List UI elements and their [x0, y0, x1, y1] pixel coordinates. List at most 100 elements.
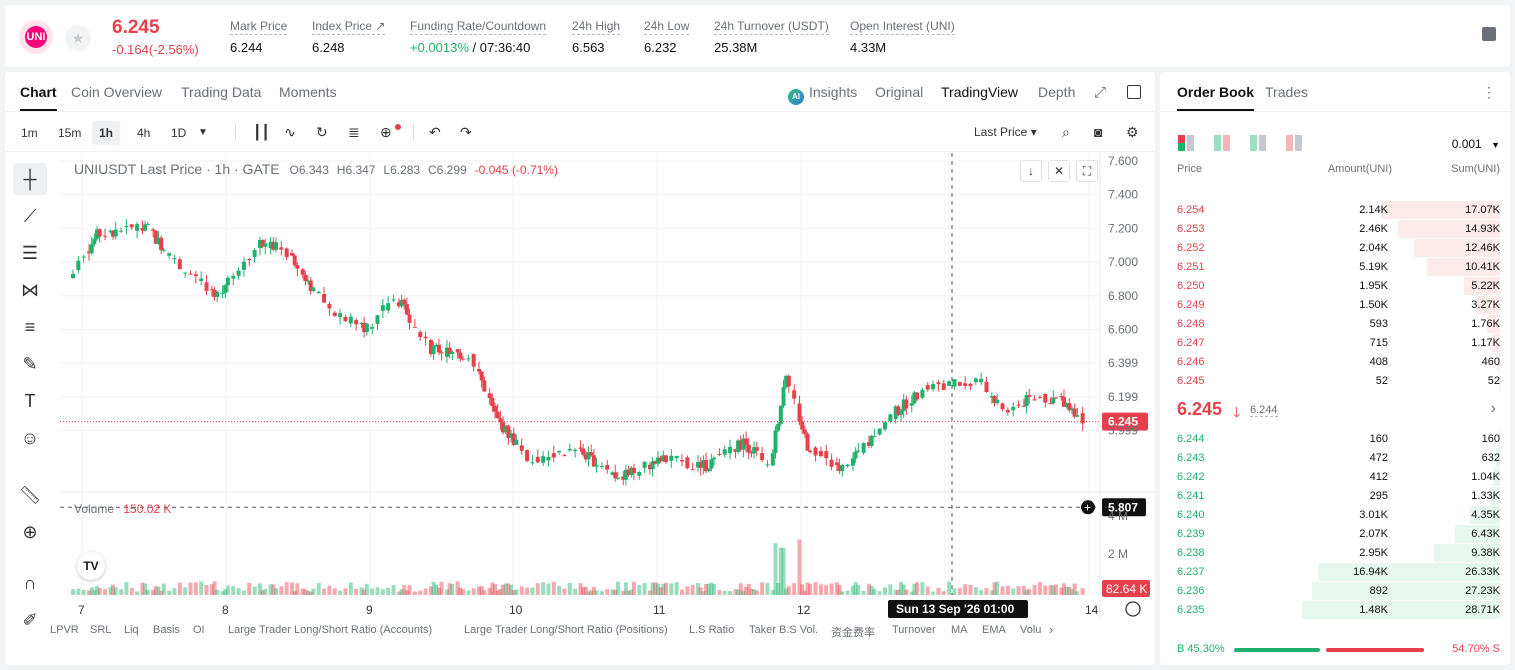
indicator-volume[interactable]: Volu [1020, 624, 1042, 636]
camera-icon[interactable]: ◙ [1094, 124, 1103, 140]
timeframe-1h[interactable]: 1h [92, 121, 121, 145]
stat-funding-rate[interactable]: Funding Rate/Countdown +0.0013% / 07:36:… [410, 19, 547, 55]
scroll-down-icon[interactable]: ↓ [1020, 160, 1042, 182]
ask-row[interactable]: 6.246 408 460 [1160, 353, 1510, 372]
template-icon[interactable]: ≣ [348, 124, 360, 140]
indicator-ema[interactable]: EMA [982, 624, 1006, 636]
bid-row[interactable]: 6.239 2.07K 6.43K [1160, 525, 1510, 544]
book-icon[interactable] [1482, 27, 1496, 41]
volume-bar [140, 582, 145, 595]
brush-icon[interactable]: ✎ [22, 353, 38, 374]
horizontal-lines-icon[interactable]: ☰ [21, 242, 39, 263]
ask-row[interactable]: 6.247 715 1.17K [1160, 334, 1510, 353]
bid-row[interactable]: 6.242 412 1.04K [1160, 468, 1510, 487]
ruler-icon[interactable]: 📏︎ [18, 484, 42, 505]
tradingview-logo[interactable]: TV [77, 552, 105, 580]
ask-row[interactable]: 6.251 5.19K 10.41K [1160, 258, 1510, 277]
tab-original[interactable]: Original [875, 84, 924, 100]
timeframe-1m[interactable]: 1m [21, 126, 38, 140]
timeframe-1d[interactable]: 1D [171, 126, 187, 140]
indicator-ls-ratio[interactable]: L.S Ratio [689, 624, 735, 636]
indicator-liq[interactable]: Liq [124, 624, 139, 636]
indicator-ma[interactable]: MA [951, 624, 968, 636]
fullscreen-icon[interactable]: ⛶ [1076, 160, 1098, 182]
volume-bar [76, 588, 81, 595]
emoji-icon[interactable]: ☺ [20, 427, 40, 448]
tab-insights[interactable]: AI Insights [788, 84, 857, 105]
timeframe-4h[interactable]: 4h [137, 126, 151, 140]
candle-type-icon[interactable]: ┃┃ [253, 124, 270, 140]
price-chart[interactable]: 6.245 5.807 +7.600 7.400 7.200 7.000 6.800 6.60… [60, 153, 1155, 665]
chevron-right-icon[interactable]: › [1049, 622, 1054, 637]
ask-row[interactable]: 6.250 1.95K 5.22K [1160, 277, 1510, 296]
ask-row[interactable]: 6.252 2.04K 12.46K [1160, 239, 1510, 258]
book-mode-both-icon[interactable] [1178, 135, 1194, 151]
undo-icon[interactable]: ↶ [429, 124, 441, 140]
indicator-ls-positions[interactable]: Large Trader Long/Short Ratio (Positions… [464, 624, 668, 636]
tab-coin-overview[interactable]: Coin Overview [71, 84, 163, 100]
chevron-right-icon[interactable]: › [1490, 400, 1496, 417]
precision-select[interactable]: 0.001 ▼ [1452, 137, 1500, 151]
bid-row[interactable]: 6.243 472 632 [1160, 449, 1510, 468]
search-icon[interactable]: ⌕ [1062, 124, 1070, 140]
stat-index-price[interactable]: Index Price ↗ 6.248 [312, 19, 386, 55]
indicator-lpvr[interactable]: LPVR [50, 624, 79, 636]
tab-order-book[interactable]: Order Book [1177, 84, 1255, 111]
ask-row[interactable]: 6.254 2.14K 17.07K [1160, 201, 1510, 220]
candle-body [343, 317, 348, 322]
compare-icon[interactable]: ↻ [316, 124, 328, 140]
candlestick-chart[interactable]: 6.245 5.807 +7.600 7.400 7.200 7.000 6.800 6.60… [60, 153, 1155, 618]
indicator-ls-accounts[interactable]: Large Trader Long/Short Ratio (Accounts) [228, 624, 433, 636]
trendline-icon[interactable]: ⟋ [23, 205, 37, 226]
settings-icon[interactable]: ⚙ [1126, 124, 1139, 140]
timeframe-dropdown-icon[interactable]: ▼ [198, 127, 208, 138]
tab-chart[interactable]: Chart [20, 84, 57, 111]
bid-row[interactable]: 6.240 3.01K 4.35K [1160, 506, 1510, 525]
window-icon[interactable] [1127, 85, 1141, 99]
indicator-basis[interactable]: Basis [153, 624, 180, 636]
bid-row[interactable]: 6.241 295 1.33K [1160, 487, 1510, 506]
toolbar-divider [235, 124, 236, 140]
alert-add-icon[interactable]: ⊕ [380, 124, 392, 140]
price-type-select[interactable]: Last Price ▾ [974, 125, 1037, 139]
book-mode-asks-icon[interactable] [1286, 135, 1302, 151]
magnet-icon[interactable]: ∩ [23, 572, 37, 593]
indicators-icon[interactable]: ∿ [284, 124, 296, 140]
star-icon[interactable]: ★ [65, 25, 91, 51]
ask-row[interactable]: 6.245 52 52 [1160, 372, 1510, 391]
tab-moments[interactable]: Moments [279, 84, 337, 100]
tab-trades[interactable]: Trades [1265, 84, 1309, 100]
text-tool-icon[interactable]: T [24, 390, 36, 411]
indicator-funding[interactable]: 资金费率 [831, 627, 875, 639]
timeframe-15m[interactable]: 15m [58, 126, 82, 140]
bid-row[interactable]: 6.238 2.95K 9.38K [1160, 544, 1510, 563]
bid-row[interactable]: 6.236 892 27.23K [1160, 582, 1510, 601]
indicator-turnover[interactable]: Turnover [892, 624, 936, 636]
crosshair-icon[interactable]: ┼ [13, 163, 47, 195]
indicator-taker-vol[interactable]: Taker B.S Vol. [749, 624, 819, 636]
ask-row[interactable]: 6.248 593 1.76K [1160, 315, 1510, 334]
indicator-srl[interactable]: SRL [90, 624, 112, 636]
ask-row[interactable]: 6.253 2.46K 14.93K [1160, 220, 1510, 239]
tab-tradingview[interactable]: TradingView [941, 84, 1019, 100]
bid-row[interactable]: 6.244 160 160 [1160, 430, 1510, 449]
stat-mark-price[interactable]: Mark Price 6.244 [230, 19, 288, 55]
indicator-oi[interactable]: OI [193, 624, 205, 636]
pencil-lock-icon[interactable]: ✐ [22, 609, 38, 630]
pattern-icon[interactable]: ⋈ [21, 279, 39, 300]
redo-icon[interactable]: ↷ [460, 124, 472, 140]
bid-row[interactable]: 6.237 16.94K 26.33K [1160, 563, 1510, 582]
ask-row[interactable]: 6.249 1.50K 3.27K [1160, 296, 1510, 315]
volume-bar [1069, 589, 1074, 595]
tab-depth[interactable]: Depth [1038, 84, 1076, 100]
book-mode-both-alt-icon[interactable] [1214, 135, 1230, 151]
more-icon[interactable]: ⋮ [1482, 84, 1496, 100]
volume-bar [231, 585, 236, 595]
book-mode-bids-icon[interactable] [1250, 135, 1266, 151]
collapse-icon[interactable]: ✕ [1048, 160, 1070, 182]
fib-icon[interactable]: ≡ [24, 316, 36, 337]
expand-icon[interactable]: ⤢ [1094, 84, 1107, 101]
tab-trading-data[interactable]: Trading Data [181, 84, 262, 100]
bid-row[interactable]: 6.235 1.48K 28.71K [1160, 601, 1510, 620]
zoom-in-icon[interactable]: ⊕ [22, 521, 38, 542]
